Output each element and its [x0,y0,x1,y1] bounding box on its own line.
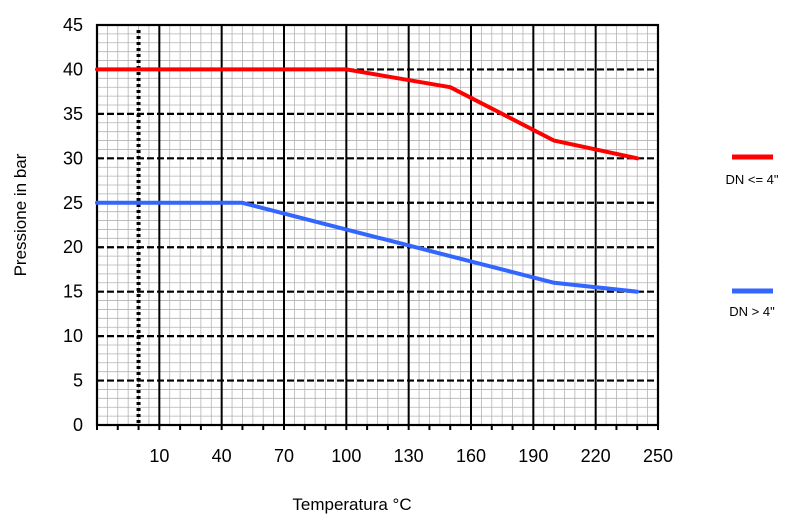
x-tick-label: 130 [394,446,424,466]
plot-border [95,23,660,427]
y-tick-label: 35 [63,104,83,124]
legend-label-2: DN > 4" [729,304,775,319]
y-axis-title: Pressione in bar [11,153,30,276]
x-tick-label: 10 [149,446,169,466]
x-tick-label: 40 [212,446,232,466]
x-axis-title: Temperatura °C [292,495,411,514]
y-tick-label: 40 [63,59,83,79]
plot-frame [95,23,660,430]
y-tick-label: 5 [73,371,83,391]
y-tick-label: 20 [63,237,83,257]
x-tick-label: 190 [518,446,548,466]
major-grid [97,25,658,425]
y-tick-label: 25 [63,193,83,213]
y-tick-label: 0 [73,415,83,435]
y-tick-label: 45 [63,15,83,35]
x-tick-label: 250 [643,446,673,466]
x-tick-labels: 10 40 70 100 130 160 190 220 250 [149,446,673,466]
legend-label-1: DN <= 4" [725,172,778,187]
y-tick-labels: 0 5 10 15 20 25 30 35 40 45 [63,15,83,435]
x-tick-label: 100 [331,446,361,466]
y-tick-label: 15 [63,282,83,302]
x-tick-label: 160 [456,446,486,466]
series-line-1 [95,67,640,161]
x-tick-label: 70 [274,446,294,466]
series-line-2 [95,200,640,294]
y-tick-label: 10 [63,326,83,346]
x-tick-label: 220 [581,446,611,466]
legend: DN <= 4" DN > 4" [725,154,779,319]
minor-grid [96,25,659,425]
series-lines [95,67,640,294]
y-tick-label: 30 [63,148,83,168]
